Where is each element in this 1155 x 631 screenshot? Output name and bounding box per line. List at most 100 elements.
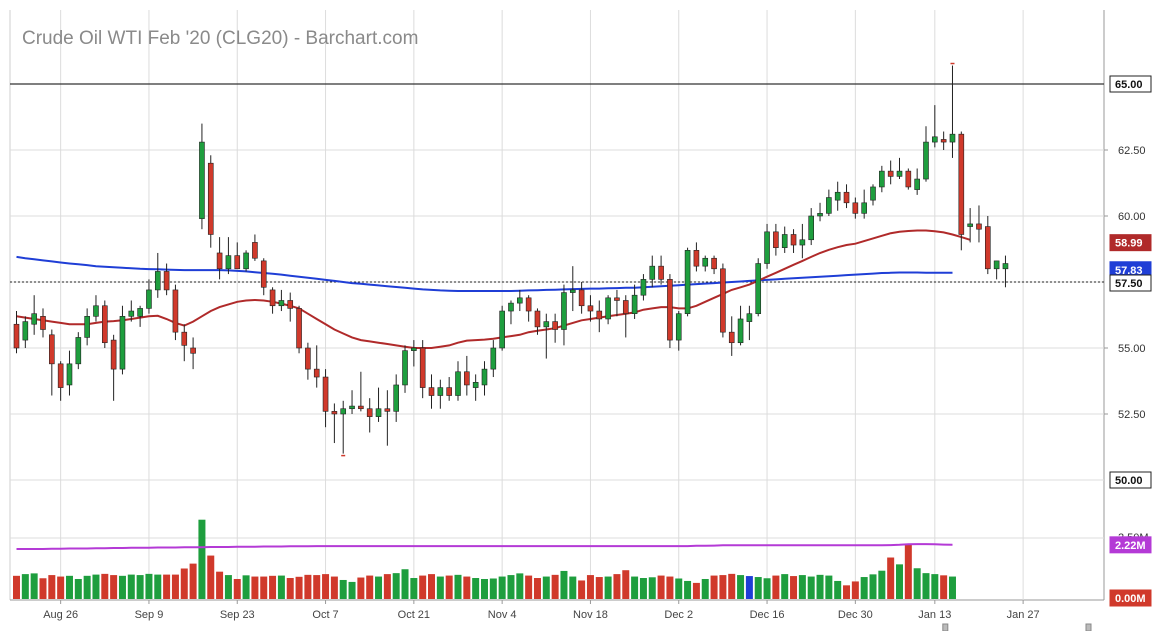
date-tick-label: Aug 26: [43, 609, 78, 621]
volume-bar: [39, 578, 47, 599]
volume-bar: [816, 574, 824, 599]
volume-bar: [366, 575, 374, 599]
volume-bar: [754, 577, 762, 599]
candle: [993, 260, 1000, 280]
candle-body: [49, 334, 55, 365]
candle: [720, 263, 726, 338]
price-tag-50: 50.00: [1109, 471, 1152, 489]
candle: [737, 305, 744, 346]
volume-bar: [613, 574, 621, 599]
candle-body: [587, 305, 594, 312]
volume-bar: [383, 574, 391, 599]
candle: [252, 234, 258, 261]
candle: [411, 340, 417, 367]
date-tick-label: Dec 16: [750, 609, 785, 621]
candle: [887, 160, 894, 185]
candle: [102, 300, 108, 348]
volume-bar: [595, 577, 603, 599]
volume-bar: [887, 557, 895, 599]
candle: [1002, 255, 1009, 288]
volume-bar: [189, 563, 197, 599]
date-tick-label: Nov 18: [573, 609, 608, 621]
candle-body: [296, 308, 302, 349]
candle-body: [481, 368, 488, 386]
volume-bar: [251, 576, 259, 599]
candle-body: [22, 321, 29, 341]
candle-body: [252, 242, 258, 259]
volume-bar: [198, 519, 206, 599]
price-tag-level-label: 65.00: [1115, 79, 1143, 91]
candle-body: [110, 339, 117, 370]
price-tick-label: 62.50: [1118, 145, 1146, 157]
candle-body: [84, 316, 90, 338]
date-tick-label: Dec 30: [838, 609, 873, 621]
price-tag-ma-slow: 57.83: [1109, 261, 1152, 279]
candle: [366, 398, 373, 433]
scroll-handle-left: [942, 623, 949, 631]
candle-body: [720, 268, 726, 333]
price-tag-50-label: 50.00: [1115, 475, 1143, 487]
volume-bar: [684, 580, 692, 599]
candle: [260, 258, 267, 296]
volume-bar: [940, 575, 948, 599]
price-panel: [10, 62, 1104, 457]
volume-bar: [807, 576, 815, 599]
volume-bar: [136, 575, 144, 599]
volume-tag-average-label: 2.22M: [1115, 540, 1146, 552]
candle: [984, 216, 991, 275]
candle: [84, 308, 90, 346]
candle: [764, 223, 770, 269]
candle: [508, 300, 514, 325]
candle: [711, 255, 717, 275]
volume-bar: [922, 573, 930, 599]
volume-bar: [21, 574, 29, 599]
volume-bar: [118, 575, 126, 599]
candle-body: [455, 371, 461, 396]
candle-body: [366, 408, 373, 417]
volume-bar: [639, 578, 647, 599]
candle-body: [781, 234, 788, 248]
candle: [517, 289, 523, 312]
price-tick-label: 55.00: [1118, 343, 1146, 355]
candle-body: [402, 350, 408, 386]
candle: [225, 237, 232, 275]
candle-body: [773, 231, 779, 248]
volume-bar: [525, 575, 533, 599]
volume-bar: [569, 576, 577, 599]
date-tick-label: Dec 2: [664, 609, 693, 621]
candle: [190, 337, 196, 370]
candle-body: [640, 279, 647, 296]
volume-bar: [480, 578, 488, 599]
candle: [552, 313, 558, 343]
candle-body: [870, 186, 876, 201]
candle: [949, 65, 956, 158]
volume-bar: [675, 578, 683, 599]
candle-body: [834, 191, 841, 201]
candle: [834, 181, 841, 211]
price-tag-ma-slow-label: 57.83: [1115, 265, 1143, 277]
candle-body: [384, 408, 391, 412]
candle-body: [508, 302, 514, 312]
candle: [728, 316, 735, 356]
volume-bar: [428, 574, 436, 599]
candle: [393, 374, 399, 422]
volume-bar: [798, 575, 806, 599]
candle-body: [843, 191, 850, 204]
volume-bar: [127, 574, 135, 599]
volume-bar: [701, 578, 709, 599]
candle: [296, 305, 302, 354]
volume-bar: [339, 579, 347, 599]
candle-body: [984, 226, 991, 270]
volume-bar: [242, 575, 250, 599]
candle: [402, 345, 408, 393]
volume-bar: [357, 577, 365, 599]
candle: [817, 202, 823, 222]
candle: [287, 292, 294, 322]
candle: [207, 155, 214, 248]
volume-bar: [65, 575, 73, 599]
volume-bar: [692, 582, 700, 599]
candle-body: [817, 213, 823, 217]
candle: [340, 400, 347, 454]
candle-body: [658, 265, 664, 280]
candle: [269, 287, 276, 314]
